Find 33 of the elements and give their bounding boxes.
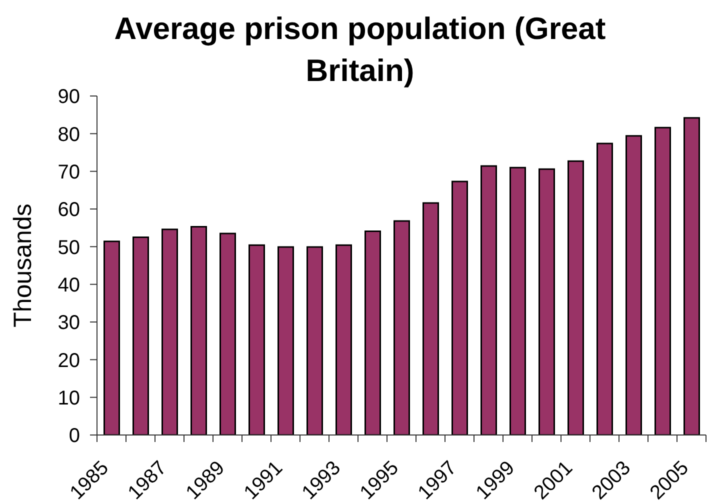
bar — [248, 244, 265, 435]
y-axis-title: Thousands — [9, 204, 37, 328]
y-tick-label: 90 — [58, 86, 80, 108]
bar — [422, 202, 439, 435]
y-tick-label: 30 — [58, 312, 80, 334]
y-tick-label: 50 — [58, 236, 80, 259]
y-tick-label: 0 — [68, 425, 80, 448]
bar — [510, 166, 526, 435]
bar — [306, 246, 323, 435]
y-tick-label: 70 — [58, 161, 80, 184]
y-tick-label: 10 — [58, 387, 80, 410]
bar — [394, 220, 410, 435]
bar — [220, 232, 236, 435]
bar — [104, 240, 120, 435]
bar — [538, 168, 555, 435]
y-tick-label: 60 — [58, 199, 80, 222]
bar — [684, 117, 700, 435]
bar — [162, 228, 178, 435]
chart-title: Average prison population (Great Britain) — [113, 10, 607, 90]
bar — [626, 135, 642, 435]
bar — [452, 180, 468, 435]
bar — [336, 244, 352, 435]
bar — [654, 126, 671, 435]
bar — [364, 230, 381, 435]
bar — [568, 160, 584, 435]
bar — [190, 226, 207, 435]
y-tick-label: 80 — [58, 124, 80, 146]
bar — [278, 246, 294, 435]
y-tick-label: 20 — [58, 350, 80, 372]
bar — [596, 142, 613, 435]
y-tick-label: 40 — [58, 274, 80, 296]
bar — [132, 236, 149, 435]
bar — [480, 165, 497, 435]
